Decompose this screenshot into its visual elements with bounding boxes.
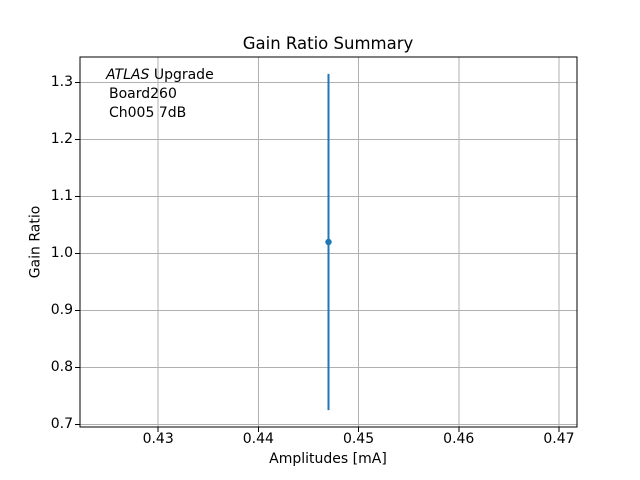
x-tick-label: 0.47 <box>543 431 575 447</box>
x-tick-label: 0.43 <box>142 431 174 447</box>
annotation-line-experiment: ATLAS Upgrade <box>106 66 214 85</box>
chart-title: Gain Ratio Summary <box>242 34 414 53</box>
y-tick-label: 1.0 <box>50 244 73 261</box>
y-tick-label: 0.8 <box>50 358 73 375</box>
plot-frame <box>79 56 578 428</box>
x-axis-label: Amplitudes [mA] <box>269 451 387 467</box>
annotation-block: ATLAS Upgrade Board260 Ch005 7dB <box>106 66 214 123</box>
y-tick-label: 1.1 <box>50 187 73 204</box>
data-point-marker <box>325 238 332 246</box>
y-tick-label: 1.3 <box>50 73 73 90</box>
annotation-channel: Ch005 7dB <box>109 105 187 121</box>
x-tick-label: 0.44 <box>242 431 274 447</box>
x-tick-label: 0.46 <box>443 431 475 447</box>
y-tick-label: 1.2 <box>50 130 73 147</box>
annotation-board: Board260 <box>109 86 177 102</box>
y-tick-label: 0.9 <box>50 301 73 318</box>
y-tick-label: 0.7 <box>50 415 73 432</box>
annotation-experiment: ATLAS <box>106 67 150 83</box>
annotation-experiment-label: Upgrade <box>153 67 214 83</box>
x-tick-label: 0.45 <box>342 431 375 447</box>
y-axis-label: Gain Ratio <box>27 205 44 279</box>
